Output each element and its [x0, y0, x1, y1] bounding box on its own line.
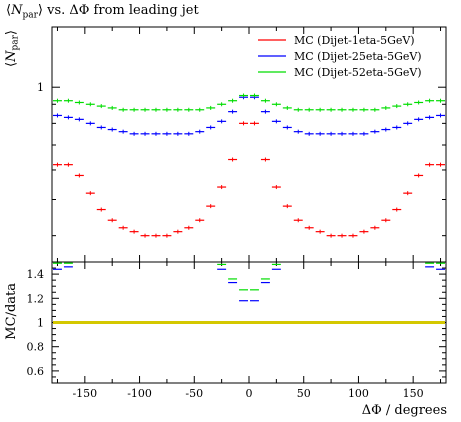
x-tick-label: 100 — [348, 387, 369, 400]
x-tick-label: 0 — [246, 387, 253, 400]
lower-y-tick-label: 1.4 — [27, 268, 45, 281]
legend-entry: MC (Dijet-1eta-5GeV) — [294, 34, 415, 47]
series-2 — [53, 95, 445, 136]
lower-panel: -150 -100 -50 0 50 100 150 0.6 0.8 1 1.2 1.4 — [27, 261, 447, 400]
lower-y-tick-label: 1.2 — [27, 292, 45, 305]
lower-y-tick-label: 0.8 — [27, 341, 45, 354]
lower-y-tick-label: 0.6 — [27, 365, 45, 378]
x-tick-label: -100 — [127, 387, 152, 400]
upper-y-tick-label: 1 — [37, 81, 44, 94]
legend-entry: MC (Dijet-52eta-5GeV) — [294, 66, 422, 79]
series-3 — [53, 93, 445, 112]
lower-y-tick-label: 1 — [37, 317, 44, 330]
legend-entry: MC (Dijet-25eta-5GeV) — [294, 50, 422, 63]
x-axis-label: ΔΦ / degrees — [361, 403, 447, 418]
legend: MC (Dijet-1eta-5GeV) MC (Dijet-25eta-5GeV… — [258, 34, 422, 79]
ratio-series-1 — [53, 266, 445, 302]
x-tick-label: 50 — [297, 387, 311, 400]
chart-title: ⟨Npar⟩ vs. ΔΦ from leading jet — [6, 3, 199, 21]
x-tick-label: -150 — [72, 387, 97, 400]
ratio-series-2 — [53, 262, 445, 291]
x-tick-label: -50 — [185, 387, 203, 400]
x-tick-label: 150 — [403, 387, 424, 400]
reference-band — [53, 321, 445, 324]
series-1 — [53, 121, 445, 238]
